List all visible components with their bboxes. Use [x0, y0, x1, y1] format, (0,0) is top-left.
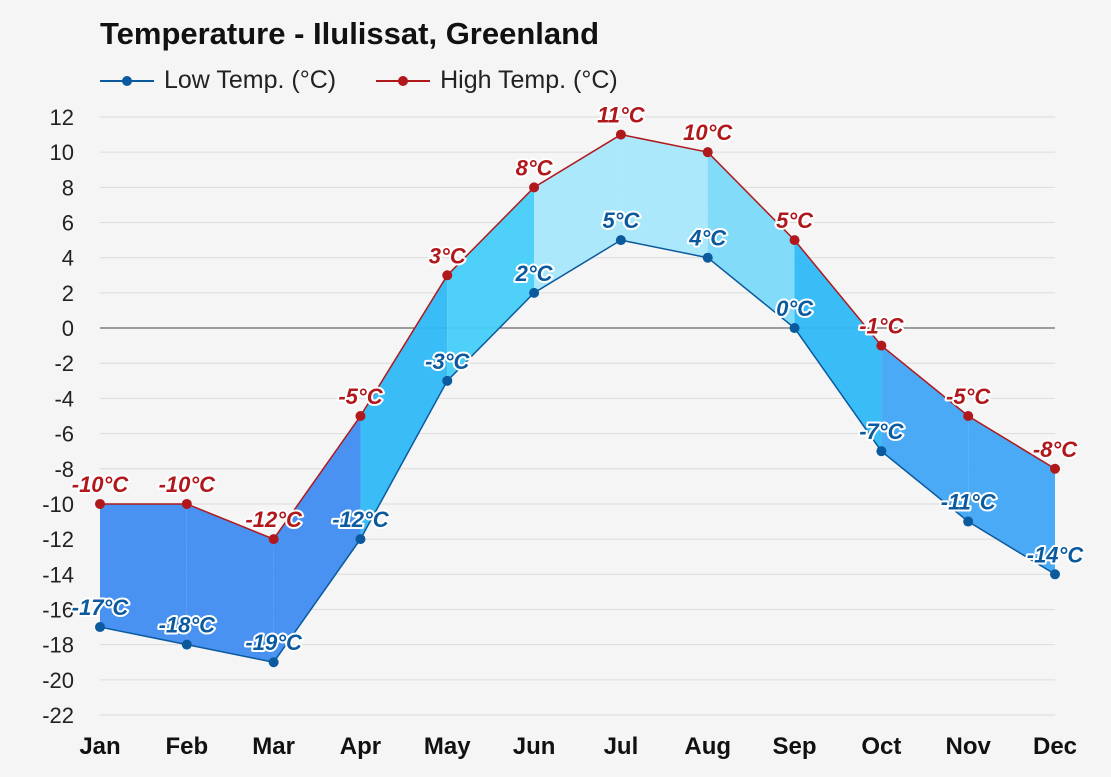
- high-temp-point: [1050, 463, 1060, 474]
- low-temp-point: [702, 252, 713, 263]
- high-temp-point: [789, 235, 800, 246]
- y-tick-label: 2: [62, 281, 74, 306]
- y-tick-label: -12: [42, 527, 74, 552]
- legend-item-high[interactable]: High Temp. (°C): [376, 66, 618, 95]
- y-tick-label: -10: [42, 492, 74, 517]
- high-temp-point: [963, 411, 974, 421]
- high-temp-point: [442, 270, 453, 281]
- low-temp-point: [1050, 569, 1060, 580]
- x-tick-label: Mar: [252, 733, 295, 760]
- y-tick-label: 10: [50, 140, 74, 165]
- temperature-band-segment: [707, 152, 795, 329]
- y-tick-label: -18: [42, 633, 74, 658]
- y-tick-label: -16: [42, 597, 74, 622]
- temperature-band-segment: [273, 416, 361, 663]
- x-tick-label: Nov: [946, 733, 992, 760]
- x-tick-label: Jun: [513, 733, 556, 760]
- low-temp-data-label: -17°C: [72, 595, 130, 620]
- low-temp-data-label: 4°C: [688, 226, 727, 251]
- high-temp-data-label: 8°C: [516, 155, 554, 180]
- low-temp-data-label: 0°C: [776, 296, 814, 321]
- temperature-band-segment: [794, 240, 882, 452]
- low-temp-data-label: -3°C: [425, 349, 470, 374]
- low-temp-point: [268, 657, 279, 668]
- high-temp-point: [95, 498, 105, 509]
- high-temp-point: [876, 340, 887, 351]
- high-temp-data-label: -5°C: [946, 384, 991, 409]
- x-tick-label: Dec: [1033, 733, 1077, 760]
- high-temp-data-label: -5°C: [338, 384, 383, 409]
- high-temp-data-label: 10°C: [683, 120, 733, 145]
- low-temp-line: [99, 239, 1056, 664]
- high-temp-point: [355, 411, 366, 421]
- low-temp-data-label: -11°C: [941, 490, 997, 515]
- chart-title: Temperature - Ilulissat, Greenland: [100, 16, 600, 51]
- legend-high-label: High Temp. (°C): [440, 66, 618, 94]
- y-tick-label: -20: [42, 668, 74, 693]
- high-temp-data-label: -8°C: [1033, 437, 1078, 462]
- low-temp-point: [876, 446, 887, 457]
- y-tick-label: -8: [54, 457, 74, 482]
- high-temp-line: [100, 133, 1056, 541]
- high-temp-data-label: 11°C: [597, 103, 646, 128]
- legend-high-marker-icon: [376, 75, 431, 86]
- temperature-band-segment: [447, 187, 535, 381]
- x-tick-label: Apr: [340, 733, 381, 760]
- x-tick-label: May: [424, 733, 471, 760]
- temperature-band-segment: [186, 503, 274, 663]
- low-temp-point: [963, 516, 974, 527]
- x-tick-label: Aug: [684, 733, 731, 760]
- temperature-band-segment: [881, 345, 969, 522]
- low-temp-data-label: -14°C: [1027, 542, 1085, 567]
- high-temp-point: [615, 129, 626, 140]
- y-tick-label: 12: [50, 105, 74, 130]
- low-temp-point: [789, 323, 800, 334]
- low-temp-point: [529, 287, 540, 298]
- low-temp-data-label: -19°C: [245, 630, 303, 655]
- y-tick-label: -14: [42, 562, 74, 587]
- y-tick-label: 6: [62, 211, 74, 236]
- high-temp-data-label: -10°C: [159, 472, 217, 497]
- low-temp-point: [181, 639, 192, 650]
- low-temp-data-label: 5°C: [602, 208, 640, 233]
- high-temp-data-label: -12°C: [245, 507, 303, 532]
- high-temp-point: [702, 147, 713, 158]
- x-tick-label: Sep: [773, 733, 817, 760]
- low-temp-point: [95, 622, 105, 633]
- legend-low-label: Low Temp. (°C): [164, 66, 337, 94]
- low-temp-data-label: -12°C: [332, 507, 390, 532]
- temperature-band-segment: [620, 134, 708, 258]
- high-temp-data-label: 5°C: [776, 208, 814, 233]
- legend-low-marker-icon: [100, 75, 154, 86]
- y-tick-label: -4: [54, 386, 74, 411]
- high-temp-data-label: -10°C: [72, 472, 130, 497]
- high-temp-point: [529, 182, 540, 193]
- x-tick-label: Jan: [79, 733, 120, 760]
- legend: Low Temp. (°C) High Temp. (°C): [100, 66, 618, 95]
- high-temp-point: [268, 534, 279, 545]
- x-tick-label: Feb: [165, 733, 208, 760]
- low-temp-data-label: -18°C: [159, 613, 217, 638]
- temperature-band-segment: [534, 134, 621, 293]
- y-tick-label: -22: [42, 703, 74, 728]
- temperature-band-segment: [100, 503, 187, 645]
- temperature-band-segment: [360, 275, 448, 540]
- low-temp-data-label: -7°C: [859, 419, 904, 444]
- y-tick-label: -6: [54, 422, 74, 447]
- low-temp-point: [442, 375, 453, 386]
- x-tick-label: Jul: [604, 733, 639, 760]
- y-tick-label: 0: [62, 316, 74, 341]
- y-tick-label: 4: [62, 246, 74, 271]
- low-temp-point: [615, 235, 626, 246]
- high-temp-point: [181, 498, 192, 509]
- high-temp-data-label: 3°C: [429, 243, 467, 268]
- y-tick-label: -2: [54, 351, 74, 376]
- low-temp-data-label: 2°C: [515, 261, 554, 286]
- low-temp-point: [355, 534, 366, 545]
- high-temp-data-label: -1°C: [859, 314, 904, 339]
- x-tick-label: Oct: [861, 733, 901, 760]
- y-tick-label: 8: [62, 175, 74, 200]
- legend-item-low[interactable]: Low Temp. (°C): [100, 66, 336, 95]
